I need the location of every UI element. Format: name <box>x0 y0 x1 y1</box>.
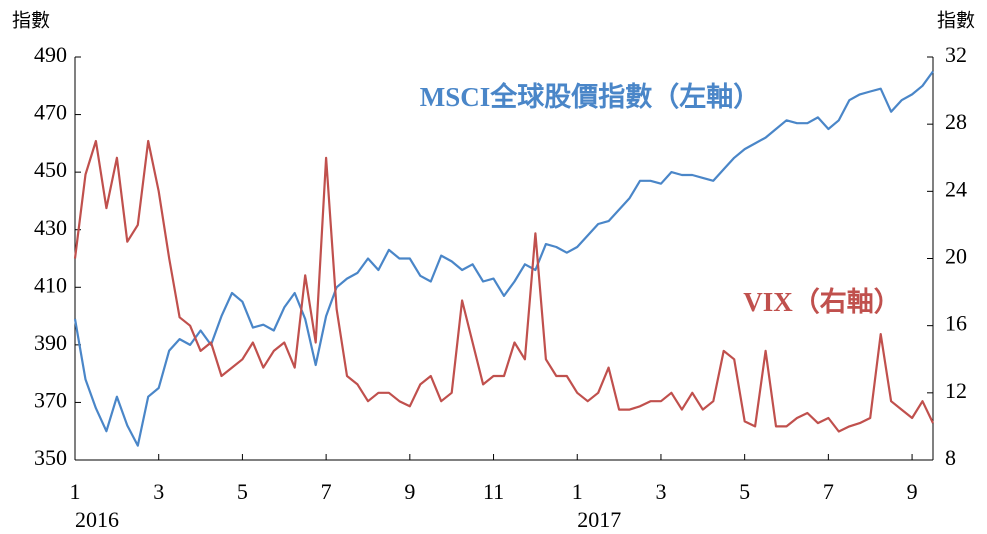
y-tick-label: 490 <box>34 42 67 67</box>
x-tick-label: 1 <box>572 479 583 504</box>
series-label: MSCI全球股價指數（左軸） <box>420 81 761 112</box>
y2-tick-label: 12 <box>945 378 967 403</box>
x-tick-label: 5 <box>739 479 750 504</box>
y2-tick-label: 16 <box>945 311 967 336</box>
y-axis-label: 指數 <box>12 9 50 31</box>
y2-tick-label: 8 <box>945 445 956 470</box>
year-label: 2017 <box>577 507 621 532</box>
y2-tick-label: 20 <box>945 244 967 269</box>
x-tick-label: 7 <box>823 479 834 504</box>
x-tick-label: 11 <box>483 479 504 504</box>
x-tick-label: 3 <box>153 479 164 504</box>
x-tick-label: 5 <box>237 479 248 504</box>
y2-axis-label: 指數 <box>937 9 975 31</box>
x-tick-label: 7 <box>321 479 332 504</box>
y2-tick-label: 24 <box>945 176 967 201</box>
y2-tick-label: 28 <box>945 109 967 134</box>
y-tick-label: 370 <box>34 387 67 412</box>
series-line <box>73 70 934 447</box>
y-tick-label: 430 <box>34 215 67 240</box>
x-tick-label: 9 <box>404 479 415 504</box>
y-tick-label: 390 <box>34 330 67 355</box>
y-tick-label: 470 <box>34 100 67 125</box>
x-tick-label: 9 <box>907 479 918 504</box>
year-label: 2016 <box>75 507 119 532</box>
y2-tick-label: 32 <box>945 42 967 67</box>
y-tick-label: 350 <box>34 445 67 470</box>
x-tick-label: 1 <box>70 479 81 504</box>
y-tick-label: 410 <box>34 272 67 297</box>
series-line <box>73 139 934 433</box>
y-tick-label: 450 <box>34 157 67 182</box>
series-label: VIX（右軸） <box>743 287 901 317</box>
x-tick-label: 3 <box>655 479 666 504</box>
